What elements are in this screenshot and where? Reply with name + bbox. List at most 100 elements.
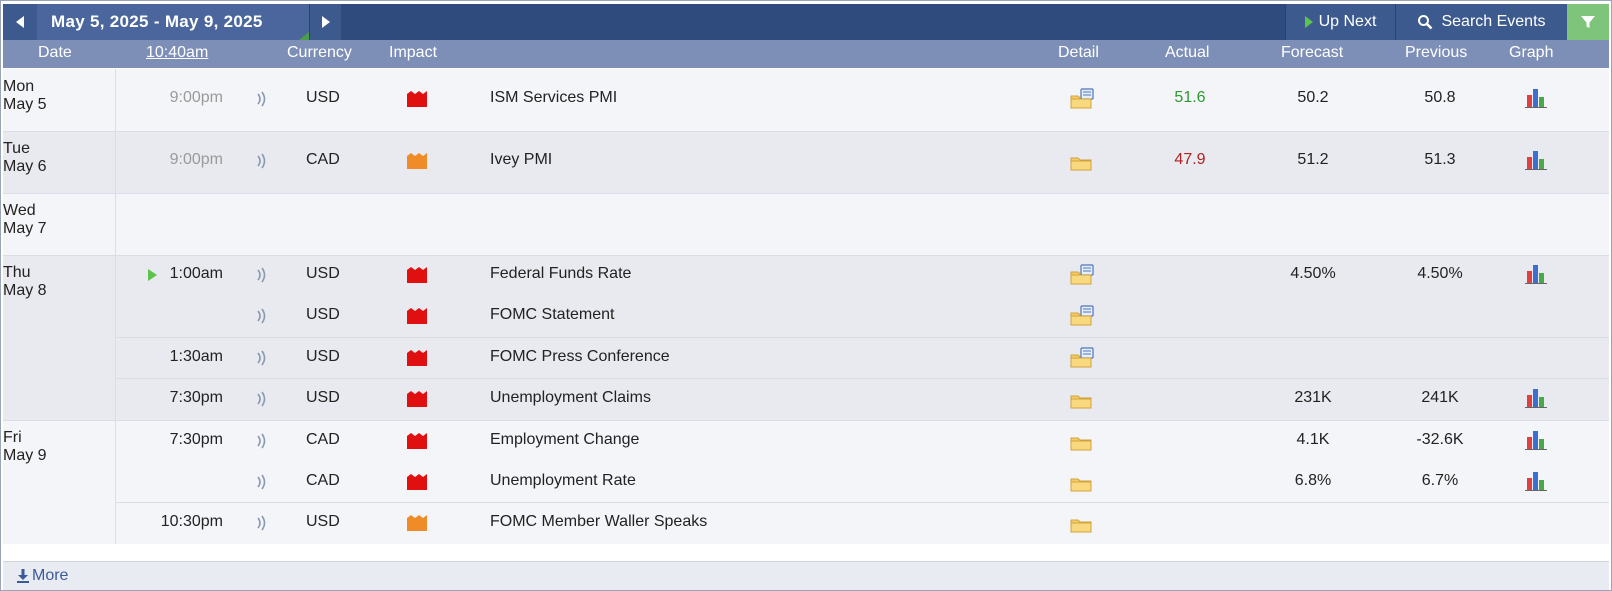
current-week-marker — [299, 32, 309, 40]
day-cell-thu: Thu May 8 — [3, 264, 115, 300]
day-cell-mon: Mon May 5 — [3, 78, 115, 114]
impact-column-header: Impact — [389, 44, 438, 61]
next-week-button[interactable] — [309, 4, 341, 40]
date-column-header: Date — [38, 44, 72, 61]
sound-icon[interactable] — [256, 514, 268, 537]
event-time: 7:30pm — [169, 389, 223, 406]
event-time: 7:30pm — [169, 431, 223, 448]
impact-high-icon[interactable] — [407, 91, 427, 107]
sound-icon[interactable] — [256, 432, 268, 455]
sound-icon[interactable] — [256, 266, 268, 289]
sound-icon[interactable] — [256, 90, 268, 113]
event-currency: CAD — [306, 472, 340, 489]
event-currency: CAD — [306, 431, 340, 448]
download-arrow-icon — [17, 569, 29, 583]
event-title[interactable]: FOMC Member Waller Speaks — [490, 513, 708, 530]
detail-folder-document-icon[interactable] — [1069, 88, 1095, 110]
detail-folder-icon[interactable] — [1069, 471, 1095, 493]
event-time: 10:30pm — [160, 513, 223, 530]
event-forecast: 50.2 — [1297, 89, 1329, 106]
event-title[interactable]: ISM Services PMI — [490, 89, 618, 106]
date-column-divider — [115, 69, 116, 544]
event-previous: 4.50% — [1417, 265, 1463, 282]
arrow-right-icon — [321, 16, 330, 28]
bar-graph-icon[interactable] — [1525, 429, 1549, 451]
event-currency: CAD — [306, 151, 340, 168]
day-group-tue — [3, 131, 1609, 193]
detail-folder-icon[interactable] — [1069, 150, 1095, 172]
event-currency: USD — [306, 348, 340, 365]
graph-column-header: Graph — [1509, 44, 1554, 61]
sound-icon[interactable] — [256, 473, 268, 496]
forecast-column-header: Forecast — [1281, 44, 1344, 61]
impact-high-icon[interactable] — [407, 308, 427, 324]
event-forecast: 6.8% — [1294, 472, 1332, 489]
arrow-left-icon — [16, 16, 24, 28]
detail-folder-icon[interactable] — [1069, 430, 1095, 452]
day-date: May 5 — [3, 96, 47, 113]
day-group-mon — [3, 69, 1609, 131]
previous-week-button[interactable] — [3, 4, 37, 40]
day-cell-tue: Tue May 6 — [3, 140, 115, 176]
detail-folder-document-icon[interactable] — [1069, 264, 1095, 286]
impact-medium-icon[interactable] — [407, 515, 427, 531]
event-currency: USD — [306, 389, 340, 406]
search-events-button[interactable]: Search Events — [1395, 4, 1567, 40]
bar-graph-icon[interactable] — [1525, 263, 1549, 285]
event-title[interactable]: Employment Change — [490, 431, 640, 448]
event-title[interactable]: Unemployment Claims — [490, 389, 651, 406]
event-title[interactable]: Ivey PMI — [490, 151, 553, 168]
more-link[interactable]: More — [17, 567, 68, 585]
event-title[interactable]: Unemployment Rate — [490, 472, 636, 489]
impact-high-icon[interactable] — [407, 350, 427, 366]
day-date: May 9 — [3, 447, 47, 464]
day-name: Tue — [3, 140, 30, 157]
event-previous: -32.6K — [1416, 431, 1464, 448]
event-title[interactable]: FOMC Press Conference — [490, 348, 670, 365]
up-next-button[interactable]: Up Next — [1285, 4, 1395, 40]
detail-folder-document-icon[interactable] — [1069, 347, 1095, 369]
detail-folder-document-icon[interactable] — [1069, 305, 1095, 327]
event-actual: 51.6 — [1174, 89, 1206, 106]
row-divider — [115, 502, 1609, 503]
sound-icon[interactable] — [256, 152, 268, 175]
bar-graph-icon[interactable] — [1525, 87, 1549, 109]
day-cell-fri: Fri May 9 — [3, 429, 115, 465]
event-actual: 47.9 — [1174, 151, 1206, 168]
event-previous: 51.3 — [1424, 151, 1456, 168]
day-date: May 8 — [3, 282, 47, 299]
sound-icon[interactable] — [256, 307, 268, 330]
detail-folder-icon[interactable] — [1069, 388, 1095, 410]
day-name: Fri — [3, 429, 22, 446]
event-forecast: 51.2 — [1297, 151, 1329, 168]
filter-button[interactable] — [1567, 4, 1609, 40]
impact-high-icon[interactable] — [407, 267, 427, 283]
impact-high-icon[interactable] — [407, 433, 427, 449]
sound-icon[interactable] — [256, 349, 268, 372]
impact-high-icon[interactable] — [407, 474, 427, 490]
row-divider — [3, 420, 1609, 421]
bar-graph-icon[interactable] — [1525, 387, 1549, 409]
calendar-footer: More — [3, 561, 1609, 590]
bar-graph-icon[interactable] — [1525, 470, 1549, 492]
event-time: 1:00am — [169, 265, 223, 282]
up-next-label: Up Next — [1318, 13, 1377, 30]
event-title[interactable]: FOMC Statement — [490, 306, 615, 323]
detail-column-header: Detail — [1058, 44, 1099, 61]
day-name: Thu — [3, 264, 31, 281]
day-date: May 6 — [3, 158, 47, 175]
bar-graph-icon[interactable] — [1525, 149, 1549, 171]
event-currency: USD — [306, 265, 340, 282]
day-group-wed — [3, 193, 1609, 255]
impact-medium-icon[interactable] — [407, 153, 427, 169]
event-title[interactable]: Federal Funds Rate — [490, 265, 632, 282]
date-range-label[interactable]: May 5, 2025 - May 9, 2025 — [37, 4, 309, 40]
row-divider — [115, 378, 1609, 379]
current-time-link[interactable]: 10:40am — [146, 44, 209, 61]
detail-folder-icon[interactable] — [1069, 512, 1095, 534]
row-divider — [3, 255, 1609, 256]
column-header: Date 10:40am Currency Impact Detail Actu… — [3, 40, 1609, 68]
event-previous: 6.7% — [1421, 472, 1459, 489]
sound-icon[interactable] — [256, 390, 268, 413]
impact-high-icon[interactable] — [407, 391, 427, 407]
